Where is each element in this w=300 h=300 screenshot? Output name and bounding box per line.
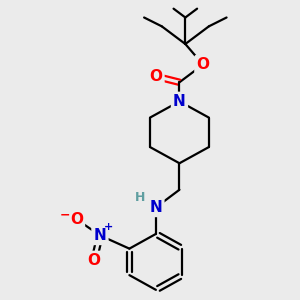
Text: N: N — [94, 228, 106, 243]
Text: −: − — [60, 208, 70, 221]
Text: O: O — [149, 69, 162, 84]
Text: H: H — [134, 190, 145, 204]
Text: O: O — [88, 253, 100, 268]
Text: N: N — [173, 94, 186, 109]
Text: +: + — [103, 222, 113, 232]
Text: O: O — [70, 212, 83, 227]
Text: N: N — [149, 200, 162, 215]
Text: O: O — [196, 57, 209, 72]
